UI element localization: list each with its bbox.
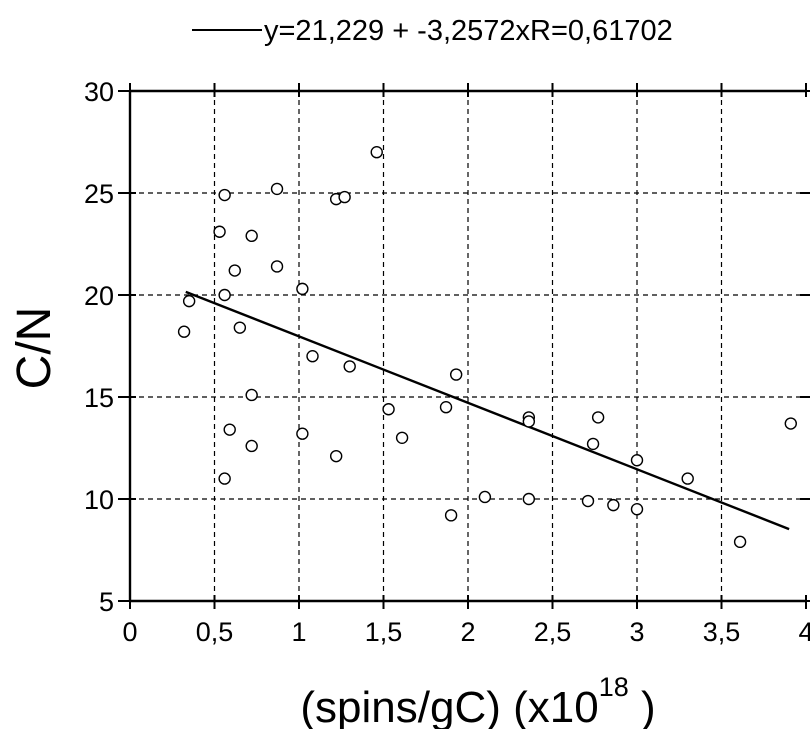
data-point [228, 264, 241, 277]
data-point [733, 535, 747, 549]
data-point [218, 288, 231, 302]
data-point [522, 415, 536, 428]
data-point [270, 182, 284, 196]
x-axis-title-exponent: 18 [599, 672, 629, 702]
data-points [177, 145, 797, 549]
data-point [395, 431, 409, 444]
data-point [581, 494, 595, 508]
data-point [630, 454, 644, 467]
data-point [370, 145, 383, 159]
y-axis-title: C/N [8, 307, 61, 390]
data-point [296, 427, 309, 440]
data-point [522, 492, 536, 506]
data-point [329, 449, 343, 463]
y-tick-label: 25 [84, 179, 114, 209]
x-tick-label: 0 [122, 617, 137, 647]
data-point [233, 321, 247, 334]
axis-ticks [118, 83, 810, 609]
data-point [223, 423, 236, 436]
data-point [245, 388, 258, 402]
data-point [218, 188, 231, 202]
data-point [177, 325, 191, 338]
x-axis-title-close: ) [629, 683, 656, 729]
data-point [591, 411, 605, 424]
y-tick-label: 20 [84, 281, 114, 311]
data-point [245, 439, 258, 453]
data-point [586, 437, 600, 451]
x-tick-label: 0,5 [196, 617, 234, 647]
x-tick-label: 3 [629, 617, 644, 647]
y-tick-label: 15 [84, 383, 114, 413]
data-point [630, 503, 644, 516]
x-axis-title: (spins/gC) (x1018 ) [300, 672, 655, 729]
data-point [296, 282, 309, 296]
x-tick-label: 2,5 [534, 617, 572, 647]
data-point [382, 403, 395, 416]
regression-line-group [185, 290, 790, 531]
data-point [182, 294, 196, 308]
y-tick-label: 5 [99, 587, 114, 617]
data-point [343, 360, 356, 373]
x-tick-label: 1 [291, 617, 306, 647]
data-point [478, 490, 492, 504]
regression-line [185, 290, 790, 531]
data-point [270, 260, 284, 273]
data-point [681, 472, 694, 485]
data-point [607, 498, 620, 512]
data-point [213, 225, 226, 238]
legend-label: y=21,229 + -3,2572xR=0,61702 [264, 15, 673, 47]
y-tick-label: 30 [84, 77, 114, 107]
data-point [444, 509, 458, 522]
data-point [306, 350, 319, 363]
x-tick-label: 3,5 [703, 617, 741, 647]
data-point [338, 190, 351, 204]
data-point [784, 417, 797, 430]
data-point [245, 229, 258, 243]
x-tick-label: 2 [460, 617, 475, 647]
data-point [449, 368, 463, 381]
x-tick-labels: 0 0,5 1 1,5 2 2,5 3 3,5 4 [122, 617, 810, 647]
y-tick-label: 10 [84, 485, 114, 515]
y-tick-labels: 5 10 15 20 25 30 [84, 77, 114, 617]
grid-lines [130, 91, 806, 601]
x-tick-label: 4 [798, 617, 810, 647]
data-point [439, 401, 453, 414]
x-tick-label: 1,5 [365, 617, 403, 647]
data-point [218, 472, 231, 485]
x-axis-title-main: (spins/gC) (x10 [300, 683, 598, 729]
